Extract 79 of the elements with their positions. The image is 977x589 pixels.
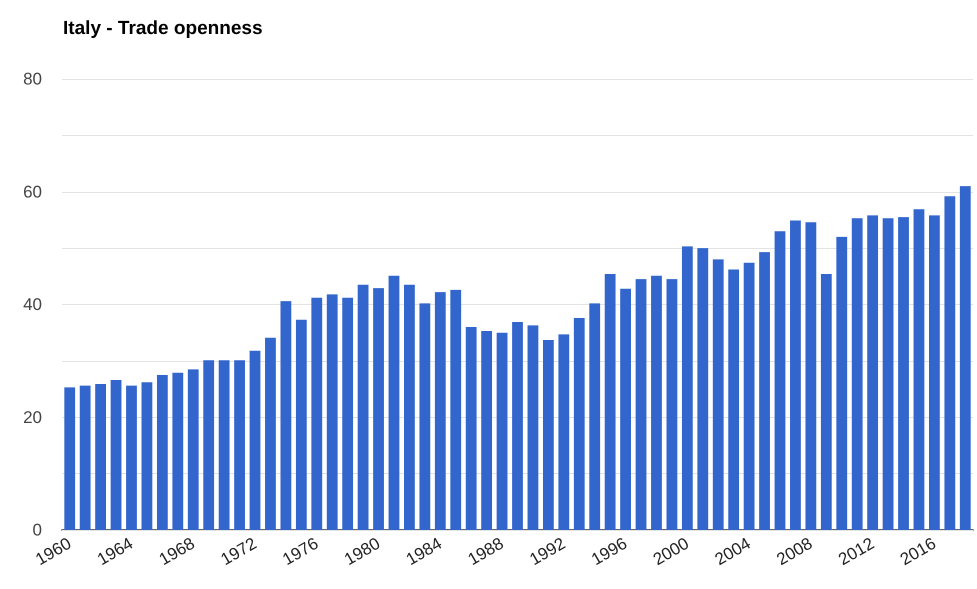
x-tick-label: 1972	[218, 534, 260, 570]
x-tick-label: 2004	[712, 534, 754, 570]
x-tick-label: 2008	[773, 534, 816, 570]
y-tick-label: 20	[23, 408, 42, 427]
bar	[142, 382, 152, 530]
bar	[373, 288, 384, 530]
bar	[697, 248, 708, 530]
bar	[542, 340, 554, 530]
bar	[682, 246, 693, 530]
x-tick-label: 1968	[156, 534, 198, 570]
bar	[481, 330, 492, 530]
y-tick-label: 80	[23, 70, 42, 88]
bar	[265, 338, 276, 530]
bar	[172, 372, 184, 530]
bar	[203, 360, 214, 530]
bar	[496, 332, 508, 530]
bar	[311, 298, 322, 530]
bar	[558, 334, 570, 530]
bar	[326, 294, 338, 530]
bar	[820, 274, 832, 530]
bar	[95, 384, 106, 530]
x-tick-label: 1980	[341, 534, 384, 570]
bar	[867, 215, 878, 530]
bar	[882, 218, 894, 530]
bar	[110, 380, 122, 530]
bar	[450, 290, 462, 530]
bar	[188, 369, 199, 530]
bar	[805, 222, 816, 530]
x-tick-label: 1964	[94, 534, 136, 570]
bar	[759, 252, 770, 530]
bar	[296, 320, 307, 530]
bar	[636, 279, 646, 530]
bar	[852, 218, 863, 530]
bar	[744, 262, 755, 530]
bar	[64, 387, 76, 530]
bar	[234, 360, 245, 530]
bar	[651, 276, 662, 530]
bar	[914, 209, 924, 530]
bar	[434, 292, 446, 530]
bar	[960, 186, 971, 530]
x-tick-label: 2000	[650, 534, 692, 570]
y-tick-label: 40	[23, 295, 42, 314]
bar	[944, 196, 956, 530]
bar	[404, 284, 415, 530]
x-tick-label: 1988	[464, 534, 507, 570]
bar	[790, 220, 801, 530]
x-tick-label: 2012	[835, 534, 878, 570]
bar	[836, 236, 848, 530]
bar	[419, 303, 430, 530]
bar	[728, 270, 740, 530]
x-tick-label: 1976	[279, 534, 322, 570]
bar	[528, 325, 538, 530]
chart-title: Italy - Trade openness	[63, 18, 263, 39]
x-tick-label: 1992	[526, 534, 569, 570]
bar	[589, 303, 600, 530]
bar	[156, 374, 168, 530]
bar	[604, 274, 616, 530]
bar	[512, 322, 523, 530]
y-tick-label: 0	[32, 520, 42, 540]
bar	[574, 318, 585, 530]
bar	[342, 298, 354, 530]
bar	[388, 276, 400, 530]
bar	[80, 386, 91, 530]
bar	[898, 217, 909, 530]
bar	[358, 284, 368, 530]
bar	[666, 279, 678, 530]
bar	[250, 350, 260, 530]
bar	[928, 215, 940, 530]
x-tick-label: 2016	[896, 534, 940, 570]
y-tick-label: 60	[23, 182, 42, 202]
bar	[280, 301, 292, 530]
bar	[620, 288, 631, 530]
bar	[218, 360, 230, 530]
bar	[126, 386, 137, 530]
x-tick-label: 1984	[402, 534, 446, 570]
bar	[774, 231, 786, 530]
x-tick-label: 1996	[588, 534, 630, 570]
bar	[466, 327, 477, 530]
bar	[712, 259, 724, 530]
